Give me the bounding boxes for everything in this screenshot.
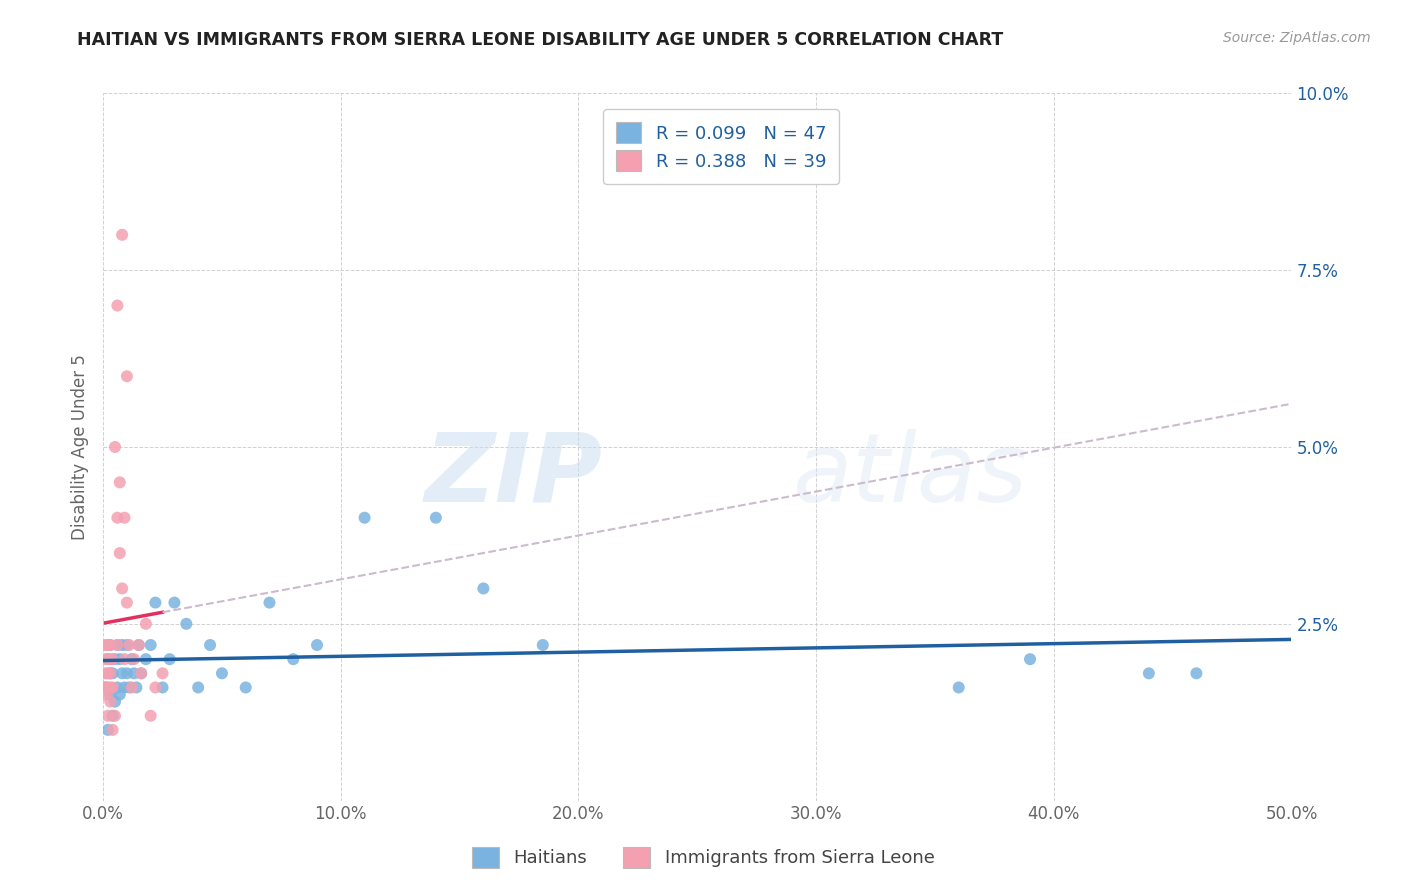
Point [108,652,131,666]
Point [139,638,162,652]
Point [101,666,124,681]
Point [108,546,131,560]
Point [531,638,554,652]
Point [187,681,209,695]
Point [108,688,131,702]
Point [118,638,141,652]
Point [94,652,117,666]
Point [163,596,186,610]
Point [283,652,305,666]
Point [104,440,127,454]
Point [1185,666,1208,681]
Point [259,596,281,610]
Point [121,652,143,666]
Point [104,695,127,709]
Point [176,616,198,631]
Point [104,652,127,666]
Point [135,652,157,666]
Point [98,695,121,709]
Point [115,596,138,610]
Point [98,666,121,681]
Point [94,666,117,681]
Point [97,638,120,652]
Text: atlas: atlas [793,429,1028,522]
Point [97,708,120,723]
Point [105,638,128,652]
Point [98,681,121,695]
Point [97,652,120,666]
Point [101,723,124,737]
Point [152,666,174,681]
Text: ZIP: ZIP [425,429,602,522]
Point [353,510,375,524]
Point [94,638,117,652]
Point [129,666,152,681]
Point [97,681,120,695]
Point [152,681,174,695]
Point [145,681,167,695]
Point [111,638,134,652]
Point [105,638,128,652]
Point [97,666,120,681]
Point [125,681,148,695]
Point [94,681,117,695]
Point [97,723,120,737]
Point [211,666,233,681]
Point [111,227,134,242]
Point [472,582,495,596]
Point [108,475,131,490]
Point [98,638,121,652]
Point [948,681,970,695]
Point [114,510,136,524]
Y-axis label: Disability Age Under 5: Disability Age Under 5 [72,354,89,540]
Legend: R = 0.099   N = 47, R = 0.388   N = 39: R = 0.099 N = 47, R = 0.388 N = 39 [603,110,839,184]
Point [115,666,138,681]
Point [104,708,127,723]
Point [94,688,117,702]
Point [122,666,145,681]
Point [105,681,128,695]
Point [129,666,152,681]
Legend: Haitians, Immigrants from Sierra Leone: Haitians, Immigrants from Sierra Leone [461,836,945,879]
Point [98,638,121,652]
Point [122,652,145,666]
Point [128,638,150,652]
Point [235,681,257,695]
Point [128,638,150,652]
Point [145,596,167,610]
Point [114,681,136,695]
Text: Source: ZipAtlas.com: Source: ZipAtlas.com [1223,31,1371,45]
Point [118,681,141,695]
Point [1019,652,1042,666]
Point [111,582,134,596]
Point [105,510,128,524]
Point [105,299,128,313]
Text: HAITIAN VS IMMIGRANTS FROM SIERRA LEONE DISABILITY AGE UNDER 5 CORRELATION CHART: HAITIAN VS IMMIGRANTS FROM SIERRA LEONE … [77,31,1004,49]
Point [111,666,134,681]
Point [101,681,124,695]
Point [425,510,447,524]
Point [98,688,121,702]
Point [159,652,181,666]
Point [1137,666,1160,681]
Point [98,666,121,681]
Point [94,681,117,695]
Point [101,652,124,666]
Point [101,708,124,723]
Point [114,652,136,666]
Point [198,638,221,652]
Point [135,616,157,631]
Point [121,681,143,695]
Point [98,652,121,666]
Point [139,708,162,723]
Point [115,638,138,652]
Point [305,638,328,652]
Point [115,369,138,384]
